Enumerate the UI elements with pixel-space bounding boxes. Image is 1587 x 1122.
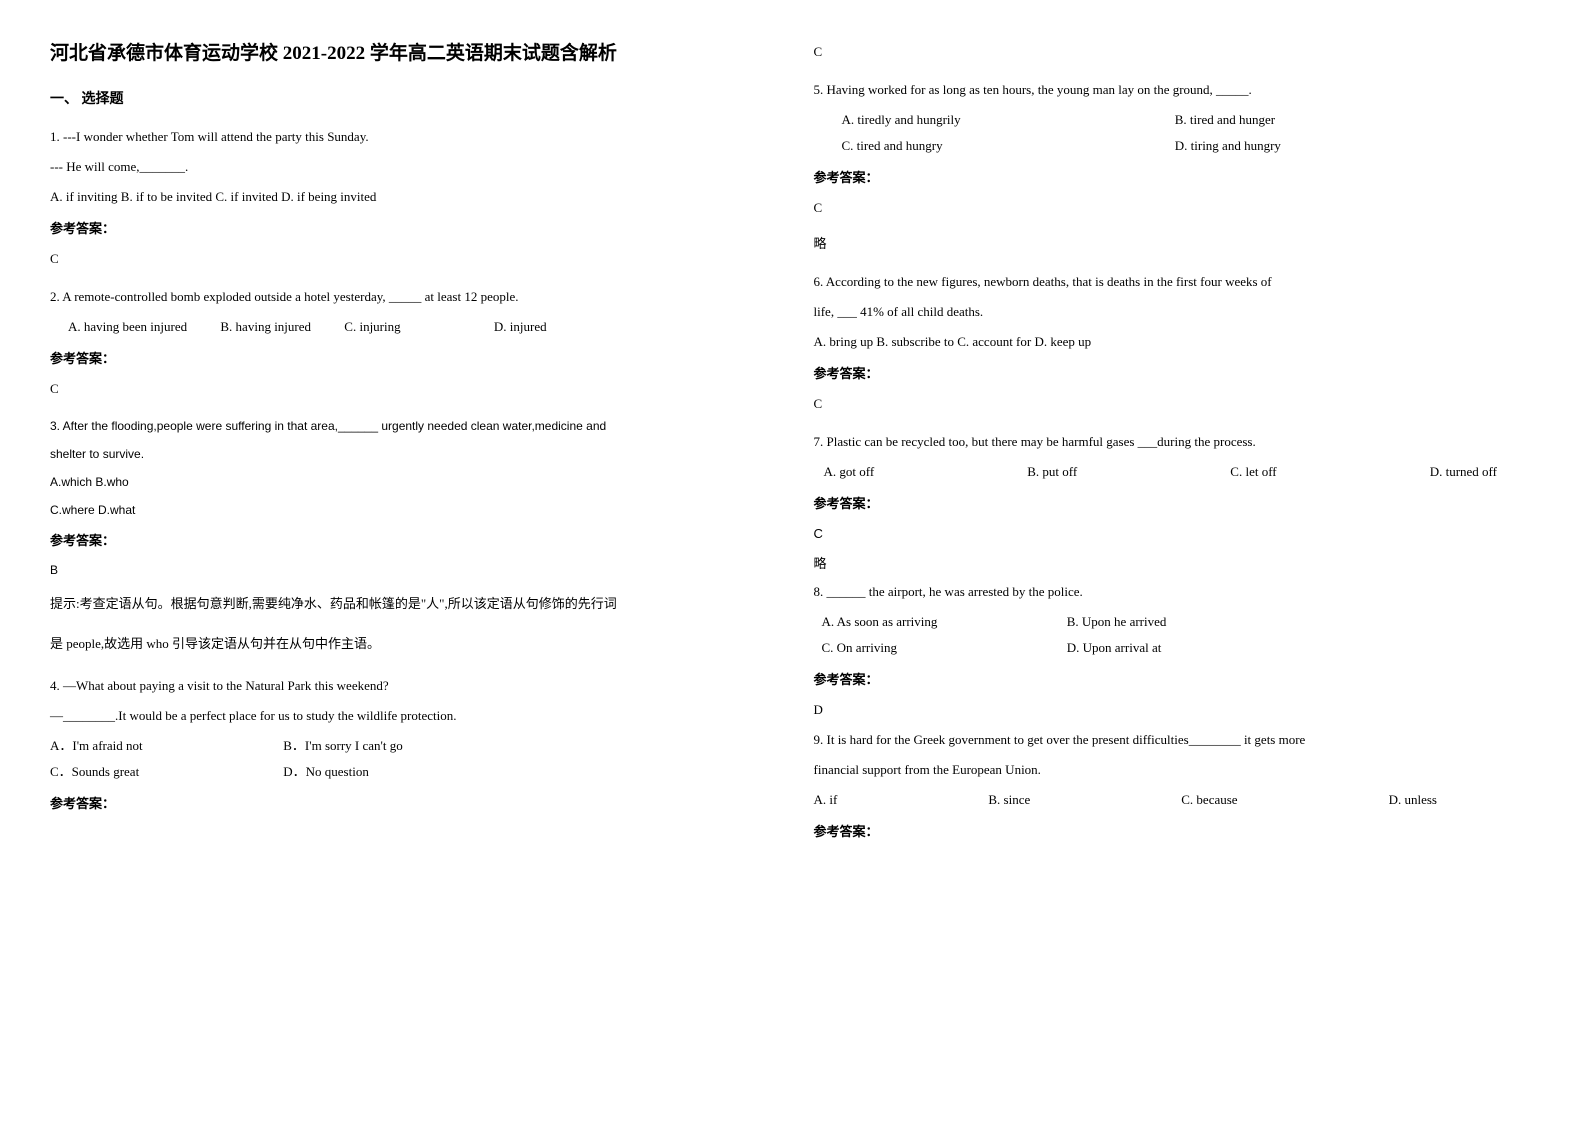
q9-optD: D. unless xyxy=(1389,787,1437,813)
q5-row2: C. tired and hungry D. tiring and hungry xyxy=(842,133,1538,159)
q2-options-row: A. having been injured B. having injured… xyxy=(50,314,774,340)
q8-row1: A. As soon as arriving B. Upon he arrive… xyxy=(814,609,1538,635)
q2-optA: A. having been injured xyxy=(68,319,187,334)
q7-options: A. got off B. put off C. let off D. turn… xyxy=(814,459,1538,485)
q2-answer: C xyxy=(50,376,774,402)
q7-answer: C xyxy=(814,521,1538,547)
q9-options: A. if B. since C. because D. unless xyxy=(814,787,1538,813)
answer-label: 参考答案： xyxy=(814,165,1538,191)
q1-answer: C xyxy=(50,246,774,272)
q8-optA: A. As soon as arriving xyxy=(814,609,1034,635)
q8-answer: D xyxy=(814,697,1538,723)
question-8: 8. ______ the airport, he was arrested b… xyxy=(814,579,1538,723)
question-7: 7. Plastic can be recycled too, but ther… xyxy=(814,429,1538,577)
question-2: 2. A remote-controlled bomb exploded out… xyxy=(50,284,774,402)
q9-line2: financial support from the European Unio… xyxy=(814,757,1538,783)
q5-optD: D. tiring and hungry xyxy=(1175,138,1281,153)
q6-options: A. bring up B. subscribe to C. account f… xyxy=(814,329,1538,355)
q6-line2: life, ___ 41% of all child deaths. xyxy=(814,299,1538,325)
q1-line2: --- He will come,_______. xyxy=(50,154,774,180)
q6-answer: C xyxy=(814,391,1538,417)
q7-optB: B. put off xyxy=(1027,459,1077,485)
q4-options-row1: A．I'm afraid not B．I'm sorry I can't go xyxy=(50,733,774,759)
q1-line1: 1. ---I wonder whether Tom will attend t… xyxy=(50,124,774,150)
q5-answer: C xyxy=(814,195,1538,221)
q2-optC: C. injuring xyxy=(344,319,400,334)
q7-optD: D. turned off xyxy=(1430,459,1497,485)
q5-optA: A. tiredly and hungrily xyxy=(842,107,1142,133)
q7-text: 7. Plastic can be recycled too, but ther… xyxy=(814,429,1538,455)
q7-optA: A. got off xyxy=(814,459,875,485)
q4-optD: D．No question xyxy=(283,764,369,779)
answer-label: 参考答案： xyxy=(814,667,1538,693)
right-column: C 5. Having worked for as long as ten ho… xyxy=(814,40,1538,857)
q5-optC: C. tired and hungry xyxy=(842,133,1142,159)
q9-optA: A. if xyxy=(814,787,838,813)
q5-text: 5. Having worked for as long as ten hour… xyxy=(814,77,1538,103)
question-4: 4. —What about paying a visit to the Nat… xyxy=(50,673,774,817)
answer-label: 参考答案： xyxy=(50,346,774,372)
q3-line3: A.which B.who xyxy=(50,470,774,494)
question-9: 9. It is hard for the Greek government t… xyxy=(814,727,1538,845)
q3-line2: shelter to survive. xyxy=(50,442,774,466)
q5-optB: B. tired and hunger xyxy=(1175,112,1275,127)
q4-optA: A．I'm afraid not xyxy=(50,733,250,759)
answer-label: 参考答案： xyxy=(50,216,774,242)
q4-optB: B．I'm sorry I can't go xyxy=(283,738,403,753)
q7-optC: C. let off xyxy=(1230,459,1276,485)
q3-hint2: 是 people,故选用 who 引导该定语从句并在从句中作主语。 xyxy=(50,632,774,657)
q8-row2: C. On arriving D. Upon arrival at xyxy=(814,635,1538,661)
q3-line1: 3. After the flooding,people were suffer… xyxy=(50,414,774,438)
q3-line4: C.where D.what xyxy=(50,498,774,522)
q8-optD: D. Upon arrival at xyxy=(1067,640,1162,655)
q5-omit: 略 xyxy=(814,231,1538,257)
answer-label: 参考答案： xyxy=(50,791,774,817)
q6-line1: 6. According to the new figures, newborn… xyxy=(814,269,1538,295)
q2-optB: B. having injured xyxy=(220,319,311,334)
q2-text: 2. A remote-controlled bomb exploded out… xyxy=(50,284,774,310)
answer-label: 参考答案： xyxy=(50,528,774,554)
answer-label: 参考答案： xyxy=(814,819,1538,845)
page-container: 河北省承德市体育运动学校 2021-2022 学年高二英语期末试题含解析 一、 … xyxy=(50,40,1537,857)
q5-options: A. tiredly and hungrily B. tired and hun… xyxy=(814,107,1538,159)
left-column: 河北省承德市体育运动学校 2021-2022 学年高二英语期末试题含解析 一、 … xyxy=(50,40,774,857)
section-header: 一、 选择题 xyxy=(50,87,774,112)
answer-label: 参考答案： xyxy=(814,491,1538,517)
q8-optB: B. Upon he arrived xyxy=(1067,614,1167,629)
q4-optC: C．Sounds great xyxy=(50,759,250,785)
q3-hint1: 提示:考查定语从句。根据句意判断,需要纯净水、药品和帐篷的是"人",所以该定语从… xyxy=(50,592,774,617)
q8-optC: C. On arriving xyxy=(814,635,1034,661)
q3-answer: B xyxy=(50,558,774,582)
question-1: 1. ---I wonder whether Tom will attend t… xyxy=(50,124,774,272)
question-3: 3. After the flooding,people were suffer… xyxy=(50,414,774,657)
question-6: 6. According to the new figures, newborn… xyxy=(814,269,1538,417)
q2-optD: D. injured xyxy=(494,319,547,334)
q9-optC: C. because xyxy=(1181,787,1237,813)
q7-omit: 略 xyxy=(814,551,1538,577)
question-5: 5. Having worked for as long as ten hour… xyxy=(814,77,1538,257)
q8-text: 8. ______ the airport, he was arrested b… xyxy=(814,579,1538,605)
q9-optB: B. since xyxy=(988,787,1030,813)
answer-label: 参考答案： xyxy=(814,361,1538,387)
q9-line1: 9. It is hard for the Greek government t… xyxy=(814,727,1538,753)
q4-line1: 4. —What about paying a visit to the Nat… xyxy=(50,673,774,699)
q1-options: A. if inviting B. if to be invited C. if… xyxy=(50,184,774,210)
q4-options-row2: C．Sounds great D．No question xyxy=(50,759,774,785)
q4-line2: —________.It would be a perfect place fo… xyxy=(50,703,774,729)
page-title: 河北省承德市体育运动学校 2021-2022 学年高二英语期末试题含解析 xyxy=(50,40,774,69)
q5-row1: A. tiredly and hungrily B. tired and hun… xyxy=(842,107,1538,133)
q4-answer: C xyxy=(814,40,1538,63)
